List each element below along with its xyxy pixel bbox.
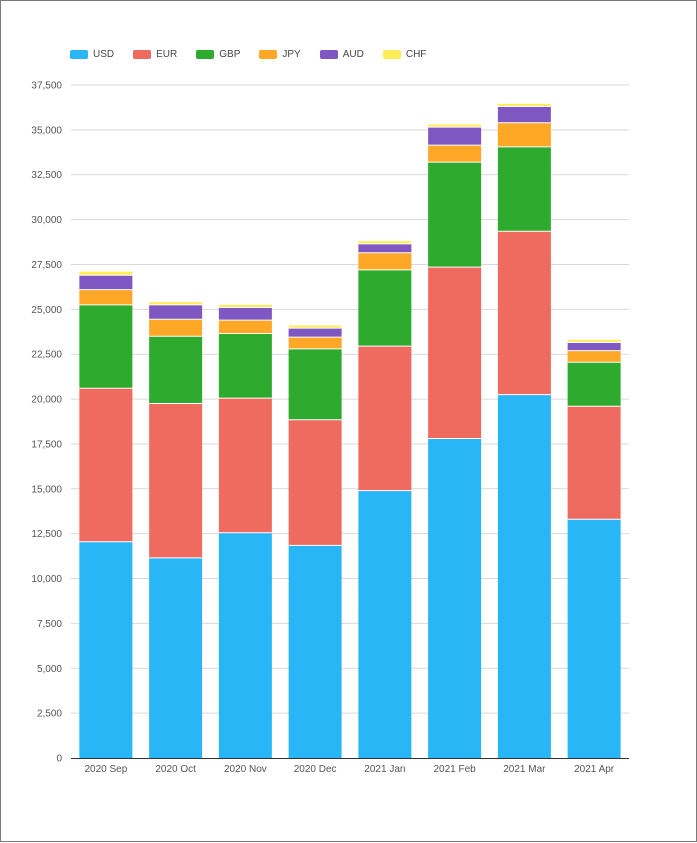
bar-segment-usd	[79, 541, 133, 758]
bar-segment-chf	[288, 325, 342, 329]
bar-segment-gbp	[79, 304, 133, 389]
y-tick-label: 25,000	[31, 305, 62, 316]
bar-segment-usd	[428, 438, 482, 758]
legend-swatch	[70, 50, 88, 59]
x-tick-label: 2020 Dec	[294, 764, 337, 775]
bar-segment-gbp	[288, 348, 342, 420]
bar-segment-usd	[218, 532, 272, 758]
legend-swatch	[133, 50, 152, 59]
y-tick-label: 32,500	[31, 170, 62, 181]
legend-label: JPY	[282, 49, 301, 60]
bar-segment-jpy	[218, 320, 272, 334]
x-tick-label: 2021 Apr	[574, 764, 615, 775]
bar-segment-eur	[288, 419, 342, 546]
legend-item-jpy[interactable]: JPY	[259, 49, 301, 60]
bar-segment-jpy	[567, 350, 621, 363]
legend-swatch	[196, 50, 215, 59]
legend-label: GBP	[219, 49, 241, 60]
bar-segment-gbp	[358, 269, 412, 347]
bar-segment-aud	[358, 243, 412, 253]
x-tick-label: 2020 Nov	[224, 764, 267, 775]
legend-item-eur[interactable]: EUR	[133, 49, 177, 60]
legend-label: CHF	[405, 49, 427, 60]
y-tick-label: 17,500	[31, 439, 62, 450]
bar-segment-gbp	[218, 333, 272, 399]
y-tick-label: 22,500	[31, 350, 62, 361]
bar-segment-chf	[358, 241, 412, 244]
x-tick-label: 2021 Feb	[433, 764, 476, 775]
y-tick-label: 35,000	[31, 125, 62, 136]
y-tick-label: 0	[56, 754, 62, 765]
legend-item-gbp[interactable]: GBP	[196, 49, 240, 60]
x-tick-label: 2020 Oct	[155, 764, 196, 775]
bar-segment-eur	[567, 406, 621, 520]
bar-segment-aud	[567, 342, 621, 351]
bar-segment-chf	[79, 271, 133, 276]
bar-segment-aud	[79, 275, 133, 290]
legend-swatch	[259, 50, 278, 59]
bar-segment-jpy	[149, 319, 203, 337]
bar-segment-jpy	[497, 122, 551, 147]
bar-segment-jpy	[288, 337, 342, 349]
y-tick-label: 5,000	[37, 664, 62, 675]
bar-segment-chf	[567, 339, 621, 343]
bar-segment-chf	[149, 302, 203, 305]
bar-segment-jpy	[428, 145, 482, 163]
legend-swatch	[382, 50, 401, 59]
bar-segment-aud	[428, 127, 482, 146]
bar-segment-gbp	[149, 336, 203, 404]
y-tick-label: 10,000	[31, 574, 62, 585]
y-tick-label: 15,000	[31, 484, 62, 495]
legend-swatch	[319, 50, 338, 59]
bar-segment-chf	[218, 304, 272, 308]
bar-segment-usd	[288, 545, 342, 758]
y-tick-label: 27,500	[31, 260, 62, 271]
bar-segment-jpy	[358, 252, 412, 270]
x-tick-label: 2020 Sep	[84, 764, 127, 775]
bar-segment-aud	[218, 307, 272, 321]
bar-segment-aud	[288, 328, 342, 338]
legend-item-chf[interactable]: CHF	[382, 49, 427, 60]
bar-segment-eur	[497, 231, 551, 395]
bar-segment-usd	[567, 519, 621, 758]
legend-item-usd[interactable]: USD	[70, 49, 114, 60]
legend-label: AUD	[342, 49, 364, 60]
y-tick-label: 37,500	[31, 81, 62, 92]
bar-segment-usd	[149, 557, 203, 758]
bar-segment-chf	[497, 103, 551, 107]
bar-segment-gbp	[567, 362, 621, 407]
y-tick-label: 2,500	[37, 709, 62, 720]
x-tick-label: 2021 Jan	[364, 764, 405, 775]
legend: USD EUR GBP JPY AUD CHF	[70, 49, 445, 60]
legend-item-aud[interactable]: AUD	[319, 49, 364, 60]
y-tick-label: 30,000	[31, 215, 62, 226]
bar-segment-eur	[428, 267, 482, 439]
bar-segment-gbp	[428, 162, 482, 268]
y-tick-label: 7,500	[37, 619, 62, 630]
y-tick-label: 20,000	[31, 395, 62, 406]
bar-segment-aud	[149, 304, 203, 320]
legend-label: EUR	[156, 49, 178, 60]
bar-segment-eur	[149, 403, 203, 558]
bar-segment-chf	[428, 124, 482, 128]
legend-label: USD	[93, 49, 115, 60]
bar-segment-eur	[79, 388, 133, 542]
bar-segment-aud	[497, 106, 551, 123]
bar-segment-jpy	[79, 289, 133, 305]
bar-segment-eur	[358, 346, 412, 491]
bar-segment-usd	[358, 490, 412, 758]
bar-segment-gbp	[497, 146, 551, 232]
y-tick-label: 12,500	[31, 529, 62, 540]
x-tick-label: 2021 Mar	[503, 764, 546, 775]
bar-segment-usd	[497, 394, 551, 758]
bar-segment-eur	[218, 398, 272, 533]
